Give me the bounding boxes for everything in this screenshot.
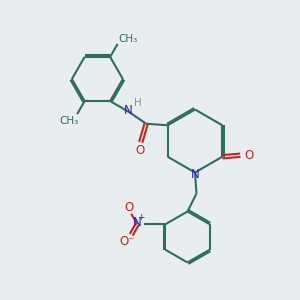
Text: H: H	[134, 98, 142, 108]
Text: N: N	[190, 168, 200, 181]
Text: O: O	[244, 149, 253, 162]
Text: +: +	[137, 213, 145, 222]
Text: O: O	[135, 144, 144, 157]
Text: O⁻: O⁻	[120, 235, 135, 248]
Text: N: N	[133, 216, 142, 229]
Text: N: N	[124, 104, 133, 117]
Text: CH₃: CH₃	[118, 34, 138, 44]
Text: CH₃: CH₃	[59, 116, 78, 126]
Text: O: O	[124, 201, 134, 214]
